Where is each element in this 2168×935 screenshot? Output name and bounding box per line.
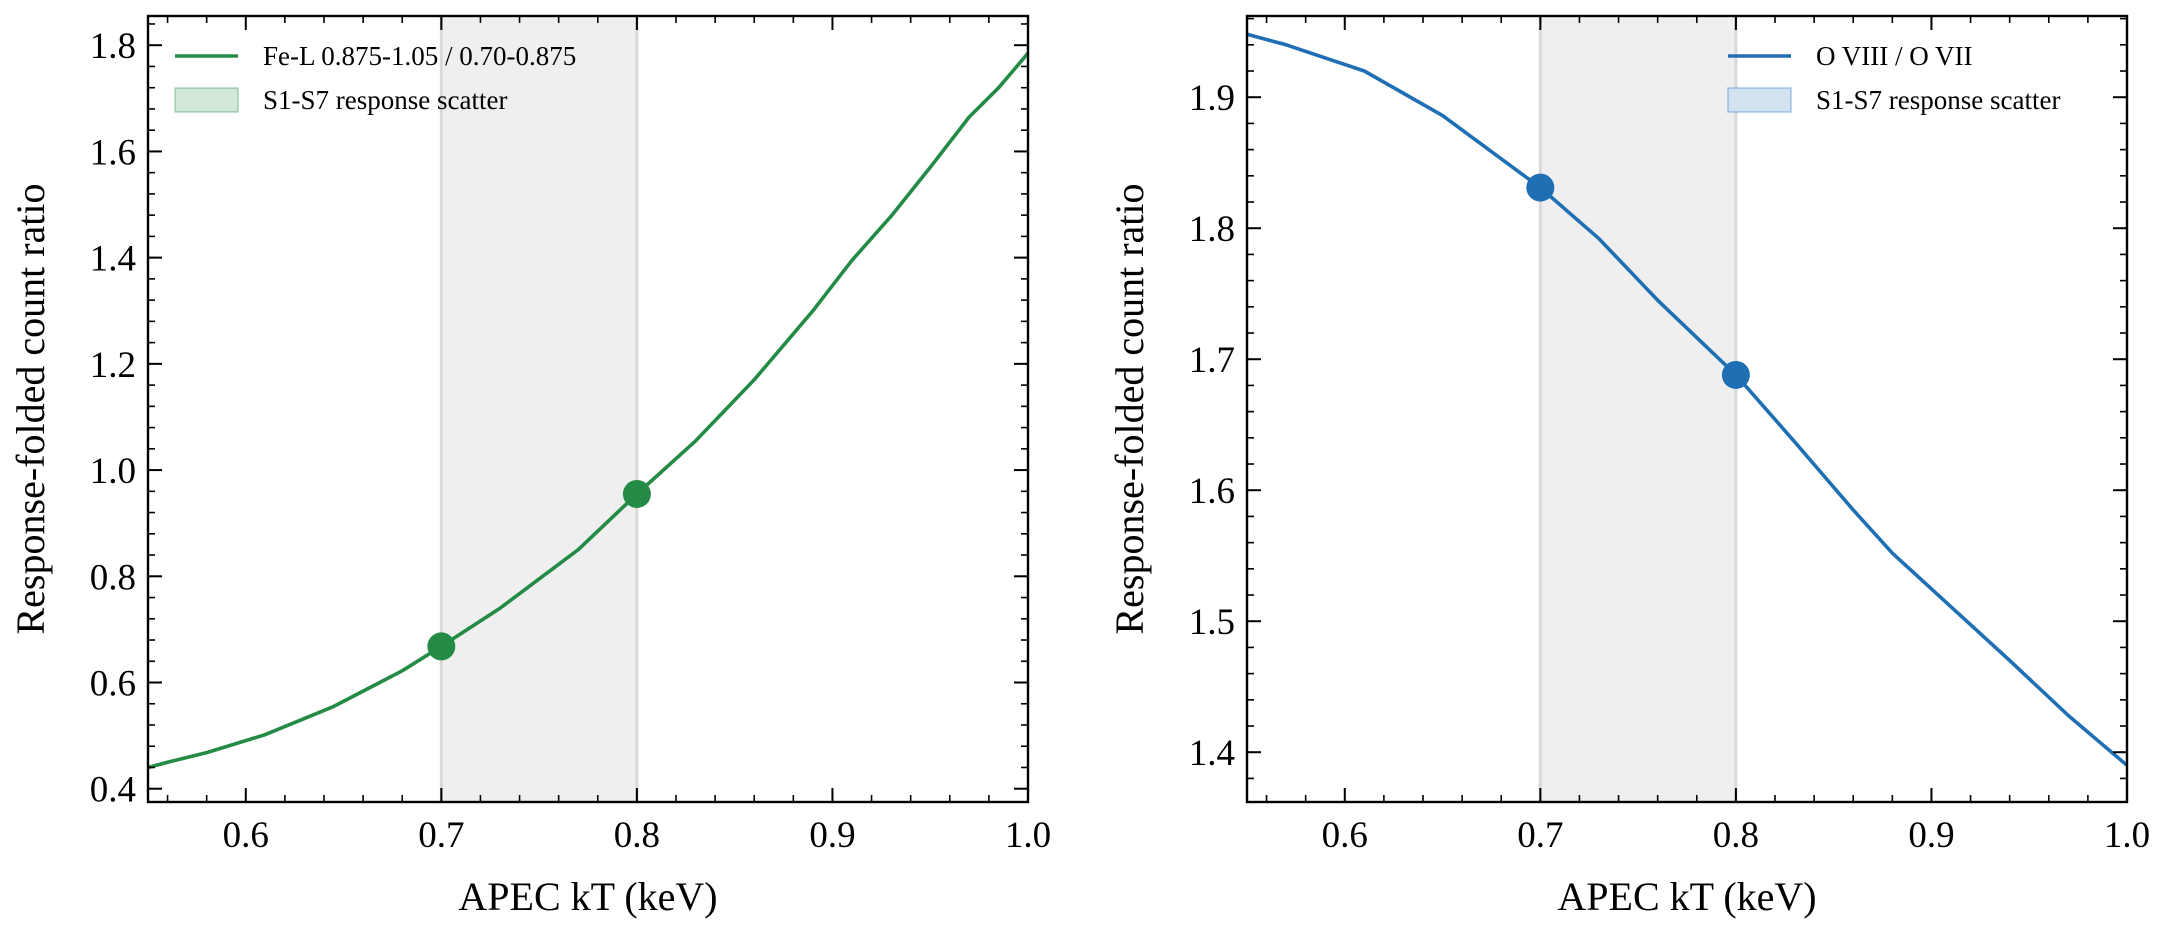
x-tick-label: 1.0 bbox=[1005, 815, 1051, 856]
x-tick-label: 1.0 bbox=[2104, 815, 2150, 856]
y-tick-label: 0.4 bbox=[90, 770, 136, 811]
x-tick-label: 0.9 bbox=[809, 815, 855, 856]
y-tick-label: 1.8 bbox=[90, 26, 136, 67]
marker-point bbox=[1526, 173, 1555, 202]
shaded-band bbox=[1540, 16, 1736, 802]
legend: O VIII / O VII S1-S7 response scatter bbox=[1727, 41, 2060, 115]
legend-series-label: O VIII / O VII bbox=[1816, 41, 1972, 71]
x-tick-label: 0.7 bbox=[1517, 815, 1563, 856]
y-axis-label: Response-folded count ratio bbox=[1107, 184, 1152, 635]
y-tick-label: 1.7 bbox=[1189, 340, 1235, 381]
legend-band-label: S1-S7 response scatter bbox=[1816, 85, 2060, 115]
y-tick-label: 1.9 bbox=[1189, 78, 1235, 119]
legend-band-swatch bbox=[1727, 87, 1792, 113]
y-axis-label: Response-folded count ratio bbox=[8, 184, 53, 635]
y-tick-label: 1.8 bbox=[1189, 209, 1235, 250]
x-tick-label: 0.6 bbox=[1322, 815, 1368, 856]
legend-band-swatch bbox=[174, 87, 239, 113]
x-tick-label: 0.7 bbox=[418, 815, 464, 856]
y-tick-label: 1.0 bbox=[90, 451, 136, 492]
axes-frame bbox=[146, 14, 1030, 804]
x-tick-label: 0.9 bbox=[1908, 815, 1954, 856]
legend: Fe-L 0.875-1.05 / 0.70-0.875 S1-S7 respon… bbox=[174, 41, 576, 115]
x-tick-label: 0.6 bbox=[223, 815, 269, 856]
x-tick-label: 0.8 bbox=[1713, 815, 1759, 856]
marker-point bbox=[1721, 360, 1750, 389]
x-axis-label: APEC kT (keV) bbox=[1557, 874, 1816, 919]
y-tick-label: 1.6 bbox=[1189, 471, 1235, 512]
y-tick-label: 1.4 bbox=[90, 239, 136, 280]
y-tick-label: 1.6 bbox=[90, 132, 136, 173]
left-chart-panel: 0.6 0.7 0.8 0.9 1.0 0.4 0.6 0.8 1.0 1.2 1.4 1.6 1.8 A… bbox=[8, 14, 1051, 919]
shaded-band bbox=[441, 16, 637, 802]
x-tick-label: 0.8 bbox=[614, 815, 660, 856]
y-tick-label: 0.6 bbox=[90, 664, 136, 705]
marker-point bbox=[622, 479, 651, 508]
y-tick-label: 1.5 bbox=[1189, 602, 1235, 643]
y-tick-label: 0.8 bbox=[90, 557, 136, 598]
right-chart-panel: 0.6 0.7 0.8 0.9 1.0 1.4 1.5 1.6 1.7 1.8 1.9 APEC kT… bbox=[1107, 14, 2150, 919]
axes-frame bbox=[1245, 14, 2129, 804]
y-tick-label: 1.4 bbox=[1189, 733, 1235, 774]
marker-point bbox=[427, 632, 456, 661]
series-line bbox=[1247, 32, 2127, 767]
legend-series-label: Fe-L 0.875-1.05 / 0.70-0.875 bbox=[263, 41, 576, 71]
legend-band-label: S1-S7 response scatter bbox=[263, 85, 507, 115]
y-tick-label: 1.2 bbox=[90, 345, 136, 386]
x-axis-label: APEC kT (keV) bbox=[458, 874, 717, 919]
